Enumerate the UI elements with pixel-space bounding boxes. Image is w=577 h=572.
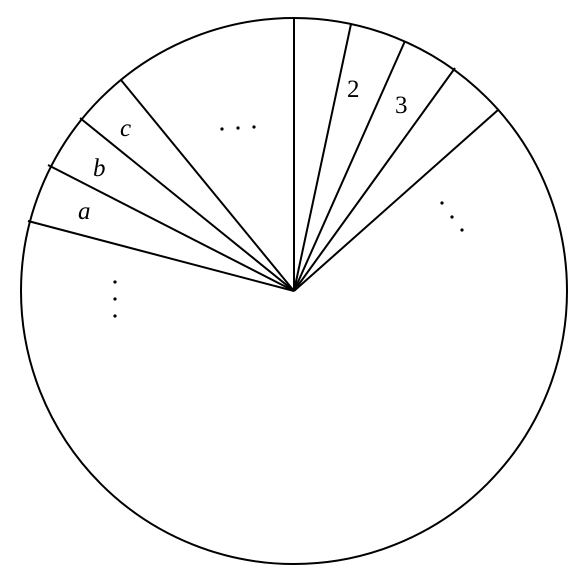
sector-dividers	[27, 18, 499, 292]
divider-line	[293, 23, 352, 292]
ellipsis-diagonal	[440, 201, 464, 232]
segment-label-a: a	[78, 198, 91, 225]
divider-line	[293, 67, 456, 292]
divider-line	[47, 164, 295, 292]
ellipsis-horizontal	[220, 125, 256, 131]
divider-line	[293, 109, 499, 292]
divider-line	[79, 117, 295, 292]
segment-label-2: 2	[347, 76, 360, 103]
divider-line	[120, 79, 295, 292]
segment-label-b: b	[93, 155, 106, 182]
segment-label-3: 3	[395, 92, 408, 119]
segment-label-c: c	[120, 115, 131, 142]
ellipsis-vertical	[113, 280, 117, 318]
divider-line	[293, 40, 406, 292]
divider-line	[27, 220, 295, 292]
